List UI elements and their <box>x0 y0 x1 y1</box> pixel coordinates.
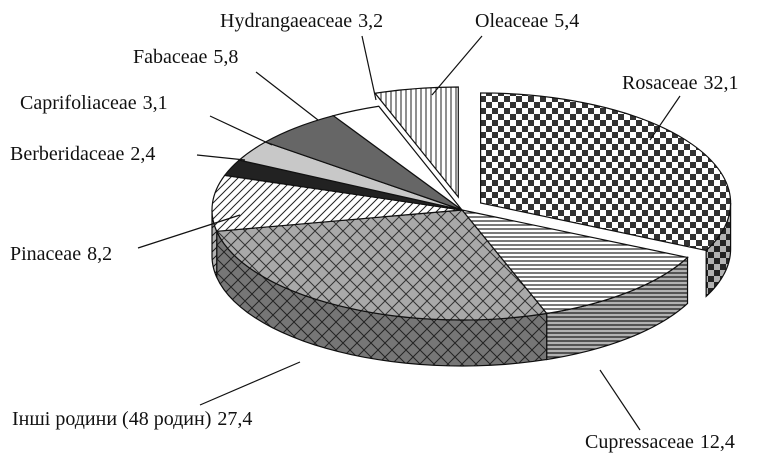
slice-value: 5,4 <box>554 10 579 32</box>
slice-name: Інші родини (48 родин) <box>12 408 211 430</box>
leader-line <box>649 95 681 141</box>
slice-value: 3,2 <box>358 10 383 32</box>
slice-value: 5,8 <box>213 46 238 68</box>
slice-value: 2,4 <box>130 143 155 165</box>
slice-label: Fabaceae 5,8 <box>133 46 238 68</box>
leader-line <box>431 35 483 96</box>
slice-label: Pinaceae 8,2 <box>10 243 112 265</box>
leader-line <box>196 154 246 161</box>
slice-label: Caprifoliaceae 3,1 <box>20 92 168 114</box>
slice-name: Caprifoliaceae <box>20 92 137 114</box>
leader-line <box>361 35 377 101</box>
slice-side-shade <box>546 257 688 360</box>
slice-label: Oleaceae 5,4 <box>475 10 579 32</box>
slice <box>460 209 689 315</box>
slice-value: 3,1 <box>143 92 168 114</box>
slice <box>211 174 463 232</box>
leader-line <box>137 214 241 249</box>
leader-line <box>599 369 641 431</box>
slice-side-shade <box>216 231 547 366</box>
slice-name: Pinaceae <box>10 243 81 265</box>
slice-name: Hydrangaeaceae <box>220 10 352 32</box>
slice-value: 27,4 <box>217 408 252 430</box>
leader-line <box>255 71 319 121</box>
slice-name: Cupressaceae <box>585 431 694 453</box>
slice <box>480 92 732 252</box>
slice <box>215 209 548 321</box>
slice <box>332 105 463 211</box>
slice-name: Rosaceae <box>622 72 698 94</box>
leader-line <box>199 361 301 406</box>
tops <box>211 86 732 321</box>
slice-name: Oleaceae <box>475 10 548 32</box>
slice-name: Fabaceae <box>133 46 208 68</box>
slice-label: Rosaceae 32,1 <box>622 72 739 94</box>
slice-side-shade <box>212 210 217 278</box>
slice-label: Інші родини (48 родин) 27,4 <box>12 408 252 430</box>
slice-label: Berberidaceae 2,4 <box>10 143 155 165</box>
slice-label: Hydrangaeaceae 3,2 <box>220 10 383 32</box>
slice-label: Cupressaceae 12,4 <box>585 431 735 453</box>
slice <box>373 86 459 199</box>
slice-value: 12,4 <box>700 431 735 453</box>
leader-line <box>209 115 273 146</box>
slice-value: 8,2 <box>87 243 112 265</box>
slice-name: Berberidaceae <box>10 143 124 165</box>
slice-side-shade <box>706 202 731 297</box>
slice-value: 32,1 <box>704 72 739 94</box>
sides <box>211 202 732 367</box>
